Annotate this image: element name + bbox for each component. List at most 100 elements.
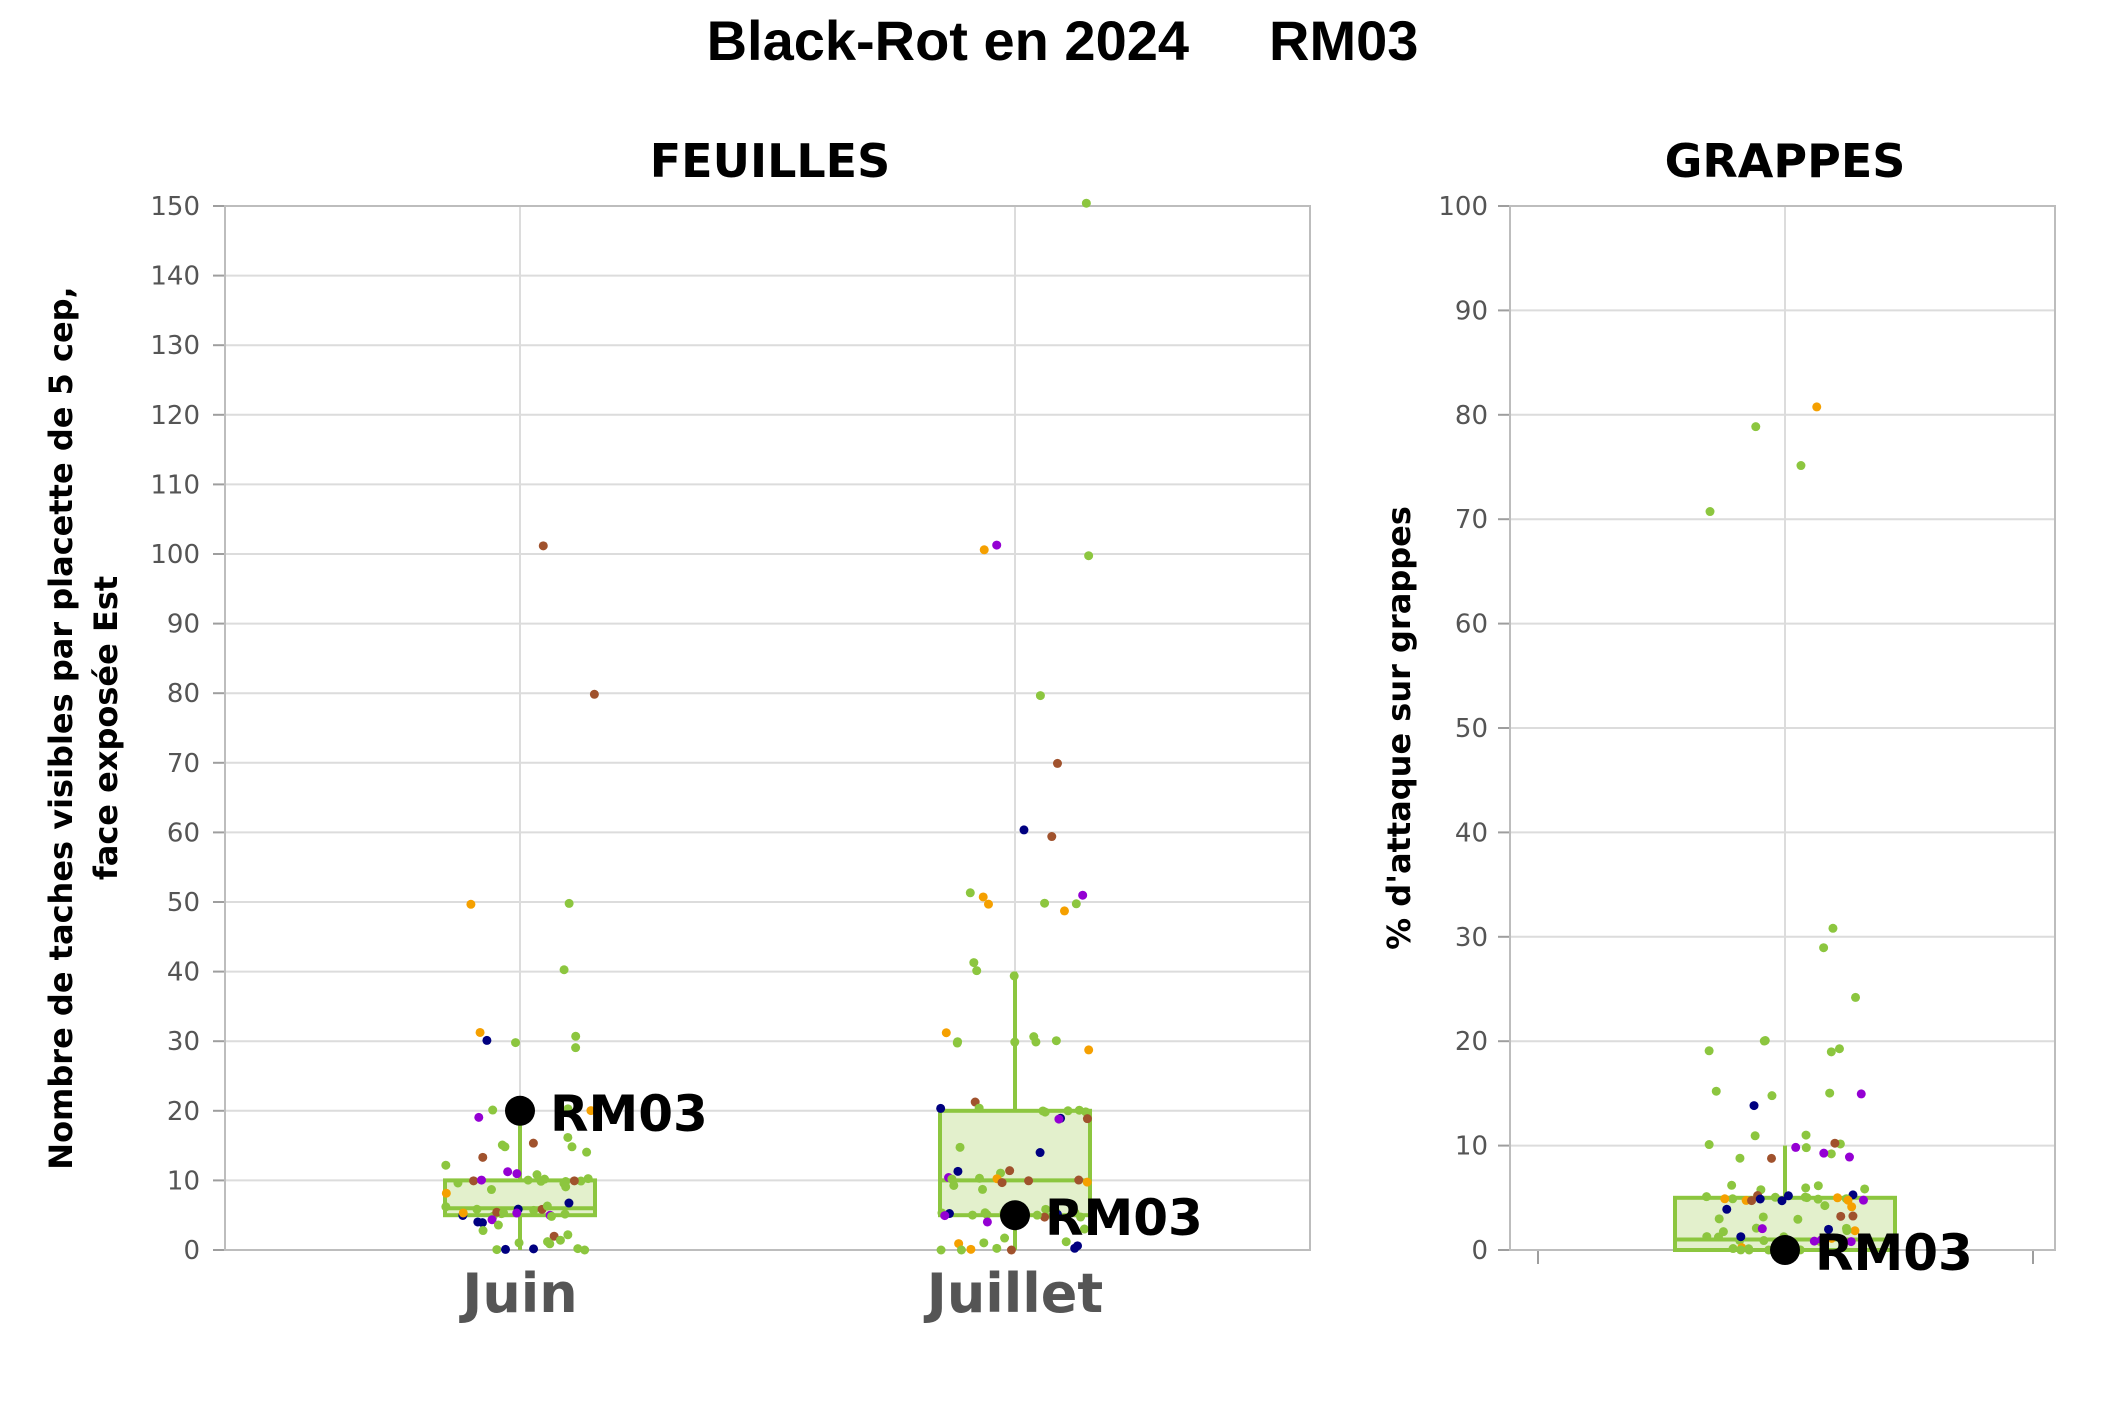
data-point [589, 689, 599, 699]
data-point [966, 1244, 976, 1254]
panel-grappes: 0 10 20 30 40 50 60 70 80 90 100 GRAPPES % d'attaque… [1380, 134, 2056, 1282]
highlight-label: RM03 [1045, 1189, 1203, 1247]
data-point [1812, 402, 1822, 412]
data-point [547, 1211, 557, 1221]
data-point [953, 1166, 963, 1176]
data-point [580, 1245, 590, 1255]
data-point [497, 1140, 507, 1150]
data-point [478, 1226, 488, 1236]
data-point [1758, 1212, 1768, 1222]
data-point [1035, 691, 1045, 701]
data-point [1051, 1036, 1061, 1046]
data-point [1070, 1243, 1080, 1253]
y-tick-label: 70 [167, 749, 200, 779]
data-point [560, 1209, 570, 1219]
chart-title-text: Black-Rot en 2024 [706, 9, 1190, 72]
data-point [1825, 1088, 1835, 1098]
data-point [979, 1238, 989, 1248]
data-point [1736, 1232, 1746, 1242]
data-point [441, 1160, 451, 1170]
y-tick-label: 100 [1438, 192, 1488, 222]
panel-title: FEUILLES [650, 134, 891, 188]
data-point [1759, 1036, 1769, 1046]
y-tick-label: 150 [150, 192, 200, 222]
highlight-point [1770, 1235, 1800, 1265]
data-point [1720, 1194, 1730, 1204]
data-point [1010, 1037, 1020, 1047]
y-tick-label: 30 [167, 1027, 200, 1057]
y-tick-label: 50 [167, 888, 200, 918]
data-point [499, 1208, 509, 1218]
data-point [542, 1201, 552, 1211]
data-point [955, 1142, 965, 1152]
data-point [482, 1035, 492, 1045]
data-point [538, 541, 548, 551]
data-point [1830, 1138, 1840, 1148]
data-point [1032, 1210, 1042, 1220]
data-point [1801, 1183, 1811, 1193]
data-point [1081, 198, 1091, 208]
data-point [1735, 1153, 1745, 1163]
data-point [1711, 1086, 1721, 1096]
panel-feuilles: 0 10 20 30 40 50 60 70 80 90 100 110 120 130 140 150 FEU… [42, 134, 1311, 1325]
data-point [1019, 825, 1029, 835]
data-point [1000, 1233, 1010, 1243]
y-tick-label: 130 [150, 331, 200, 361]
data-point [563, 1230, 573, 1240]
y-tick-label: 70 [1455, 505, 1488, 535]
data-point [511, 1038, 521, 1048]
x-category-label: Juillet [923, 1262, 1104, 1325]
data-point [953, 1037, 963, 1047]
data-point [501, 1244, 511, 1254]
data-point [576, 1176, 586, 1186]
data-point [1826, 1047, 1836, 1057]
data-point [441, 1188, 451, 1198]
data-point [969, 958, 979, 968]
data-point [974, 1173, 984, 1183]
data-point [1819, 1148, 1829, 1158]
data-point [1071, 899, 1081, 909]
data-point [1759, 1236, 1769, 1246]
data-point [567, 1142, 577, 1152]
y-tick-label: 60 [167, 818, 200, 848]
data-point [573, 1244, 583, 1254]
data-point [992, 540, 1002, 550]
data-point [1796, 461, 1806, 471]
data-point [1728, 1244, 1738, 1254]
data-point [1750, 1131, 1760, 1141]
data-point [512, 1169, 522, 1179]
data-point [1054, 1114, 1064, 1124]
data-point [982, 1217, 992, 1227]
data-point [1819, 943, 1829, 953]
data-point [564, 898, 574, 908]
highlight-label: RM03 [1815, 1224, 1973, 1282]
data-point [1841, 1223, 1851, 1233]
data-point [561, 1182, 571, 1192]
data-point [563, 1132, 573, 1142]
data-point [1024, 1176, 1034, 1186]
data-point [586, 1106, 596, 1116]
data-point [1809, 1236, 1819, 1246]
data-point [1052, 758, 1062, 768]
data-point [528, 1138, 538, 1148]
y-tick-label: 90 [1455, 296, 1488, 326]
y-tick-label: 50 [1455, 714, 1488, 744]
data-point [569, 1176, 579, 1186]
y-tick-label: 10 [1455, 1132, 1488, 1162]
data-point [1777, 1196, 1787, 1206]
data-point [571, 1031, 581, 1041]
data-point [1061, 1237, 1071, 1247]
data-point [1836, 1211, 1846, 1221]
data-point [474, 1112, 484, 1122]
data-point [1006, 1245, 1016, 1255]
highlight-label: RM03 [550, 1085, 708, 1143]
data-point [1827, 1233, 1837, 1243]
data-point [1084, 1045, 1094, 1055]
data-point [1041, 1204, 1051, 1214]
data-point [972, 966, 982, 976]
data-point [1040, 1107, 1050, 1117]
data-point [466, 899, 476, 909]
data-point [563, 1104, 573, 1114]
y-tick-label: 10 [167, 1166, 200, 1196]
data-point [1858, 1195, 1868, 1205]
